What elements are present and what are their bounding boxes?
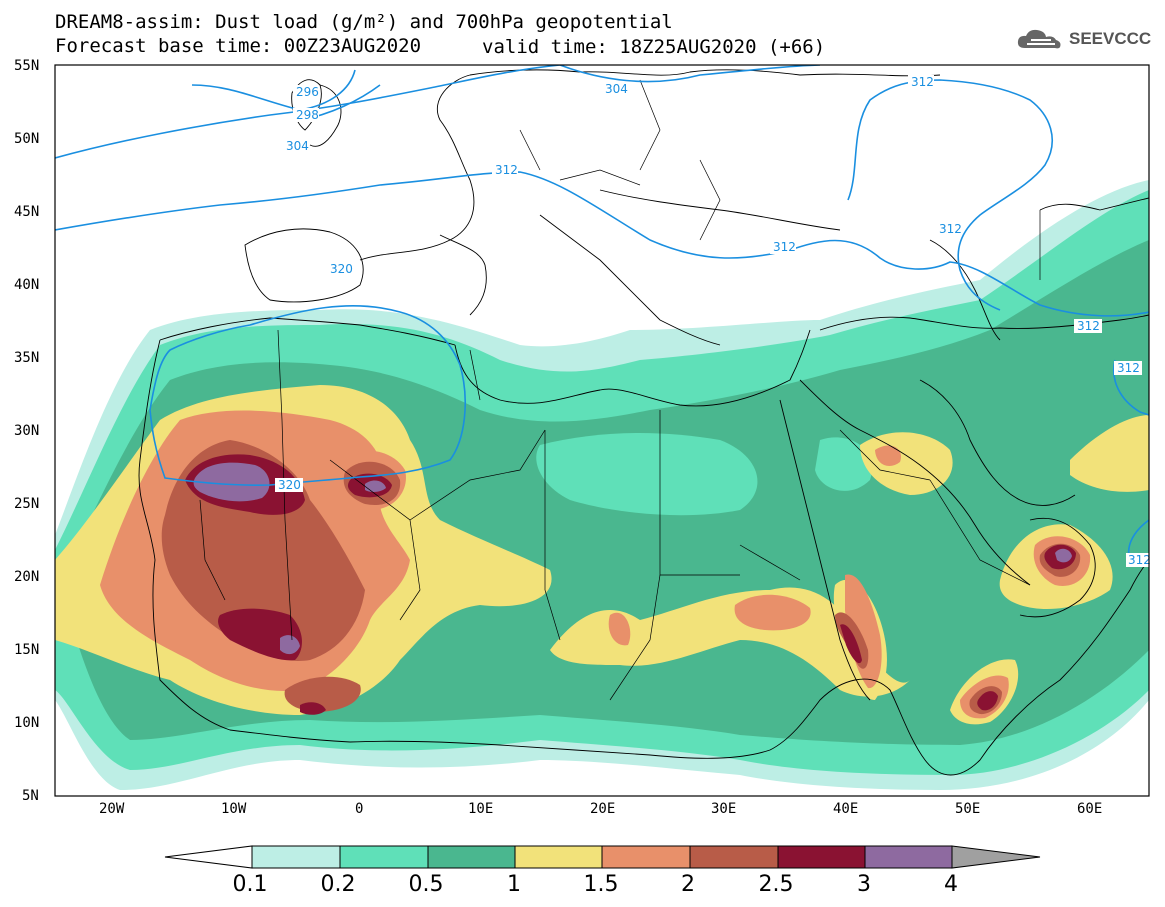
dust-0.2-patch (815, 437, 872, 491)
geopotential-contours (55, 65, 1149, 561)
lon-label: 0 (355, 801, 363, 817)
dust-3-patch (365, 480, 386, 493)
colorbar-segment (951, 845, 1041, 869)
lon-axis: 20W 10W 0 10E 20E 30E 40E 50E 60E (99, 801, 1102, 817)
lat-label: 40N (14, 277, 39, 293)
dust-field (55, 180, 1149, 790)
contour-label: 312 (911, 75, 934, 89)
contour-label: 312 (939, 222, 962, 236)
contour-label: 320 (330, 262, 353, 276)
dust-2.5-patch (840, 624, 862, 664)
contour-label: 320 (278, 478, 301, 492)
colorbar-segment (689, 845, 779, 869)
dust-1.5-patch (608, 612, 631, 646)
lat-label: 35N (14, 350, 39, 366)
dust-0.2-patch (536, 433, 758, 516)
colorbar-segment (514, 845, 603, 869)
colorbar-label: 0.5 (408, 872, 444, 897)
forecast-base-time: Forecast base time: 00Z23AUG2020 (55, 35, 422, 57)
lat-label: 10N (14, 715, 39, 731)
dust-2.5-patch (300, 702, 326, 715)
contour-label: 312 (773, 240, 796, 254)
colorbar-label: 1.5 (583, 872, 619, 897)
colorbar-label: 0.2 (320, 872, 356, 897)
map-frame (54, 64, 1150, 797)
colorbar-label: 2 (681, 872, 695, 897)
valid-time: valid time: 18Z25AUG2020 (+66) (482, 36, 826, 58)
lat-label: 55N (14, 58, 39, 74)
lon-label: 20W (99, 801, 125, 817)
contour-label: 312 (1128, 553, 1151, 567)
contour-label: 298 (296, 108, 319, 122)
lat-label: 25N (14, 496, 39, 512)
dust-1.5-patch (875, 445, 901, 466)
colorbar-label: 0.1 (232, 872, 268, 897)
contour-label: 296 (296, 85, 319, 99)
contour-label: 304 (605, 82, 628, 96)
colorbar-label: 1 (507, 872, 521, 897)
coastlines (138, 69, 1149, 776)
dust-1.5-patch (845, 574, 882, 689)
lat-axis: 55N 50N 45N 40N 35N 30N 25N 20N 15N 10N … (14, 58, 39, 804)
lat-label: 45N (14, 204, 39, 220)
dust-1-patch-iran (1070, 415, 1149, 492)
lat-label: 50N (14, 131, 39, 147)
dust-1-band (550, 587, 910, 697)
dust-2.5-patch (977, 691, 998, 711)
colorbar-segment (339, 845, 429, 869)
lon-label: 10E (468, 801, 493, 817)
lon-label: 60E (1077, 801, 1102, 817)
lon-label: 10W (221, 801, 247, 817)
dust-1.5-patch (734, 594, 811, 631)
lon-label: 40E (833, 801, 858, 817)
seevccc-logo: SEEVCCC (1015, 26, 1151, 52)
colorbar-segment (777, 845, 866, 869)
lon-label: 50E (955, 801, 980, 817)
colorbar-label: 2.5 (758, 872, 794, 897)
lon-label: 30E (711, 801, 736, 817)
colorbar-segment (864, 845, 953, 869)
lat-label: 20N (14, 569, 39, 585)
contour-label: 312 (1077, 319, 1100, 333)
colorbar-segment (251, 845, 341, 869)
colorbar (164, 845, 1041, 869)
contour-label: 312 (495, 163, 518, 177)
dust-3-patch (1055, 548, 1072, 563)
contour-labels: 296 298 304 304 312 312 312 312 312 312 … (275, 75, 1151, 567)
country-borders (199, 79, 1041, 701)
lat-label: 5N (22, 788, 39, 804)
lat-label: 15N (14, 642, 39, 658)
contour-label: 304 (286, 139, 309, 153)
colorbar-segment (164, 845, 253, 869)
logo-text: SEEVCCC (1069, 29, 1152, 48)
contour-label: 312 (1117, 361, 1140, 375)
dust-2-patch (284, 676, 361, 712)
lat-label: 30N (14, 423, 39, 439)
map-title: DREAM8-assim: Dust load (g/m²) and 700hP… (55, 11, 673, 33)
colorbar-segment (427, 845, 516, 869)
dust-3-area (193, 462, 270, 502)
lon-label: 20E (590, 801, 615, 817)
colorbar-label: 3 (857, 872, 871, 897)
colorbar-segment (601, 845, 691, 869)
colorbar-label: 4 (944, 872, 958, 897)
dust-3-patch (280, 635, 300, 655)
cloud-logo-icon (1017, 29, 1061, 49)
